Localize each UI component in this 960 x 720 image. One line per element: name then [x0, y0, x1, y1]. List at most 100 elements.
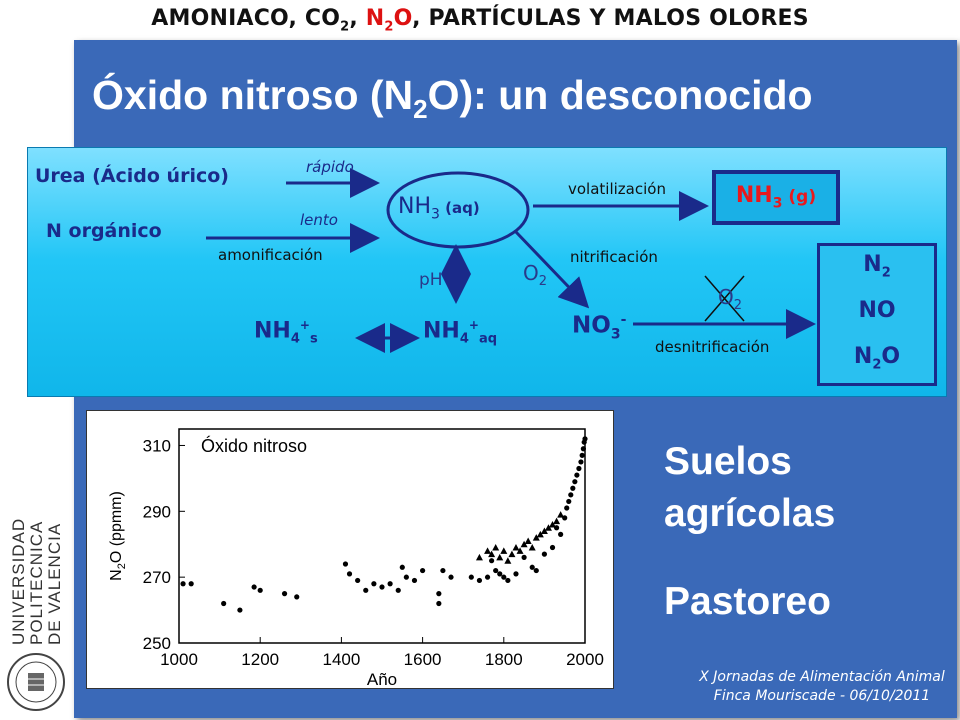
- data-point-circle: [564, 505, 570, 511]
- data-point-circle: [580, 446, 586, 452]
- data-point-triangle: [488, 550, 496, 558]
- x-tick-label: 1600: [404, 650, 442, 669]
- o2-label: O2: [523, 261, 548, 289]
- x-tick-label: 1400: [322, 650, 360, 669]
- product-no: NO: [858, 298, 896, 323]
- data-point-circle: [237, 607, 243, 613]
- product-n2: N2: [863, 252, 891, 281]
- footer-line-1: X Jornadas de Alimentación Animal: [699, 669, 945, 685]
- data-point-circle: [346, 571, 353, 577]
- data-point-circle: [489, 558, 495, 564]
- data-point-circle: [180, 581, 186, 587]
- data-point-triangle: [520, 540, 528, 548]
- data-point-circle: [363, 587, 369, 593]
- product-n2o: N2O: [853, 344, 901, 373]
- data-point-circle: [468, 574, 474, 580]
- university-line-2: POLITECNICA: [27, 521, 46, 645]
- data-point-circle: [497, 571, 503, 577]
- data-point-triangle: [492, 544, 500, 551]
- o2-crossed-label: O2: [718, 285, 743, 313]
- data-point-circle: [448, 574, 454, 580]
- data-point-triangle: [532, 534, 540, 541]
- data-point-circle: [436, 591, 442, 597]
- no3-label: NO3-: [572, 312, 627, 343]
- data-point-triangle: [544, 524, 552, 531]
- nh3-aq-label: NH3 (aq): [398, 194, 480, 223]
- data-point-triangle: [516, 547, 524, 554]
- n2o-chart-frame: 1000 1200 1400 1600 1800 2000 250 270 290 310 Óxid…: [86, 410, 614, 689]
- university-logo-graphic: UNIVERSIDAD POLITECNICA DE VALENCIA: [7, 518, 65, 711]
- denitrification-products-box: N2 NO N2O: [817, 243, 937, 386]
- data-point-circle: [436, 600, 442, 607]
- urea-label: Urea (Ácido úrico): [35, 165, 229, 187]
- university-line-1: UNIVERSIDAD: [9, 518, 28, 645]
- data-point-triangle: [536, 530, 544, 538]
- data-point-circle: [251, 584, 257, 590]
- data-point-triangle: [557, 511, 565, 518]
- data-point-circle: [533, 567, 539, 574]
- data-point-triangle: [484, 547, 492, 554]
- university-seal: [7, 653, 65, 711]
- data-point-triangle: [504, 557, 512, 564]
- university-logo: UNIVERSIDAD POLITECNICA DE VALENCIA: [4, 515, 70, 715]
- suelos-text: Suelos: [664, 440, 792, 483]
- data-point-circle: [476, 577, 483, 584]
- data-point-circle: [221, 600, 227, 607]
- nh4-s-label: NH4+s: [254, 318, 318, 347]
- n-organico-label: N orgánico: [46, 220, 162, 242]
- diagram-arrows: [206, 168, 816, 353]
- data-point-circle: [541, 551, 547, 557]
- y-tick-label: 310: [143, 436, 171, 455]
- nh3-gas-box: NH3 (g): [712, 170, 840, 225]
- ph-label: pH: [419, 270, 443, 290]
- data-point-triangle: [524, 537, 532, 544]
- data-point-triangle: [500, 547, 508, 554]
- data-point-triangle: [549, 520, 557, 528]
- lento-label: lento: [300, 211, 338, 229]
- x-axis-label: Año: [367, 670, 397, 688]
- y-tick-label: 270: [143, 568, 171, 587]
- data-point-circle: [505, 577, 511, 584]
- data-point-circle: [566, 498, 572, 505]
- data-point-circle: [529, 564, 535, 570]
- y-tick-label: 290: [143, 502, 171, 521]
- data-point-triangle: [475, 553, 483, 561]
- nh4-aq-label: NH4+aq: [423, 318, 498, 347]
- data-point-circle: [484, 574, 491, 580]
- x-tick-label: 1000: [160, 650, 198, 669]
- data-point-circle: [582, 436, 588, 442]
- event-footer: X Jornadas de Alimentación Animal Finca …: [697, 668, 947, 706]
- data-point-circle: [411, 577, 418, 584]
- data-point-circle: [579, 452, 585, 458]
- university-line-3: DE VALENCIA: [45, 523, 64, 645]
- data-point-triangle: [508, 550, 516, 558]
- desnitrificacion-label: desnitrificación: [655, 338, 770, 356]
- data-point-circle: [570, 485, 576, 491]
- nitrificacion-label: nitrificación: [570, 248, 658, 266]
- chart-plot-area: [178, 428, 586, 644]
- data-point-circle: [568, 492, 574, 498]
- data-point-circle: [501, 574, 507, 580]
- header-title: AMONIACO, CO2, N2O, PARTÍCULAS Y MALOS O…: [151, 6, 809, 35]
- data-point-circle: [403, 574, 409, 580]
- data-point-circle: [257, 587, 263, 593]
- x-tick-label: 1200: [241, 650, 279, 669]
- data-point-circle: [572, 479, 578, 485]
- data-point-triangle: [553, 517, 561, 525]
- data-point-triangle: [540, 527, 548, 535]
- data-point-triangle: [496, 553, 504, 561]
- data-point-circle: [574, 472, 580, 478]
- data-point-circle: [355, 577, 361, 584]
- data-point-circle: [549, 544, 556, 551]
- chart-title: Óxido nitroso: [201, 435, 307, 456]
- amonificacion-label: amonificación: [218, 246, 323, 264]
- data-point-triangle: [528, 544, 536, 551]
- y-axis-label: N2O (ppmm): [108, 491, 128, 581]
- data-point-circle: [521, 554, 527, 560]
- x-tick-label: 1800: [485, 650, 523, 669]
- data-point-circle: [188, 581, 194, 587]
- volatilizacion-label: volatilización: [568, 180, 666, 198]
- y-tick-label: 250: [143, 634, 171, 653]
- rapido-label: rápido: [306, 158, 354, 176]
- nh3-gas-label: NH3 (g): [735, 183, 817, 212]
